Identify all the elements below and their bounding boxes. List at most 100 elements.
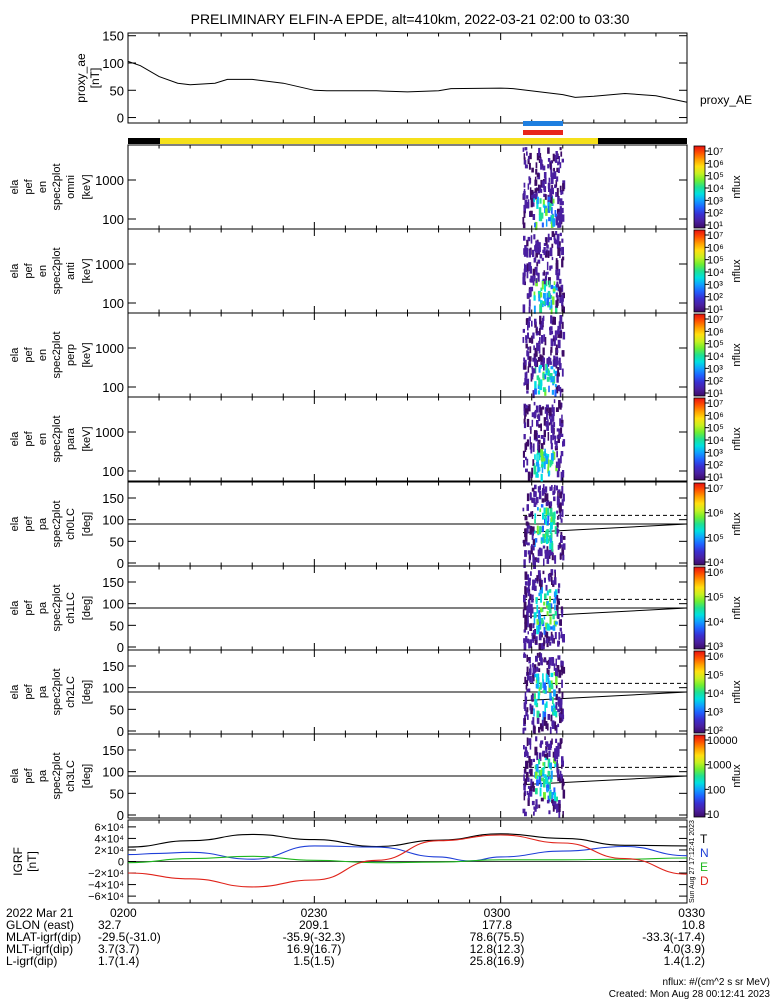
- spectrogram-pixel: [529, 493, 532, 501]
- spectrogram-pixel: [548, 657, 552, 666]
- spectrogram-pixel: [544, 373, 547, 380]
- spectrogram-pixel: [535, 244, 538, 253]
- colorbar-tick-label: 10¹: [707, 304, 723, 316]
- footer-cell: 209.1: [299, 918, 329, 932]
- spectrogram-pixel: [543, 761, 546, 769]
- spectrogram-pixel: [546, 641, 549, 648]
- spectrogram-pixel: [548, 185, 551, 192]
- spectrogram-pixel: [532, 545, 535, 551]
- spectrogram-pixel: [550, 686, 554, 690]
- spectrogram-pixel: [549, 528, 552, 534]
- spectrogram-pixel: [539, 407, 543, 416]
- colorbar-tick-label: 10000: [707, 735, 738, 747]
- spectrogram-pixel: [549, 641, 552, 646]
- spectrogram-pixel: [522, 272, 525, 279]
- axis-label-line: omni: [65, 175, 77, 199]
- spectrogram-pixel: [540, 797, 544, 802]
- spectrogram-pixel: [535, 683, 538, 689]
- spectrogram-pixel: [555, 407, 559, 412]
- spectrogram-pixel: [526, 524, 529, 534]
- colorbar-label: nflux: [731, 764, 743, 788]
- spectrogram-pixel: [542, 487, 544, 496]
- spectrogram-pixel: [545, 280, 548, 287]
- spectrogram-pixel: [547, 432, 550, 441]
- spectrogram-pixel: [558, 489, 561, 493]
- spectrogram-pixel: [533, 305, 536, 314]
- colorbar-tick-label: 10³: [707, 641, 723, 653]
- spectrogram-pixel: [535, 597, 538, 604]
- spectrogram-pixel: [538, 634, 542, 641]
- colorbar-tick-label: 10⁶: [707, 508, 724, 520]
- spectrogram-pixel: [532, 368, 536, 374]
- spectrogram-pixel: [530, 511, 533, 517]
- spectrogram-pixel: [525, 684, 528, 690]
- spectrogram-pixel: [536, 420, 539, 427]
- spectrogram-pixel: [523, 357, 526, 362]
- spectrogram-pixel: [553, 792, 557, 801]
- spectrogram-pixel: [524, 811, 527, 817]
- axis-label-line: en: [37, 181, 49, 193]
- spectrogram-pixel: [541, 587, 543, 594]
- plot-title: PRELIMINARY ELFIN-A EPDE, alt=410km, 202…: [191, 11, 630, 27]
- spectrogram-pixel: [552, 172, 555, 177]
- spectrogram-pixel: [562, 331, 566, 340]
- spectrogram-pixel: [555, 231, 558, 236]
- spectrogram-pixel: [556, 349, 559, 353]
- spectrogram-pixel: [532, 758, 535, 762]
- spectrogram-pixel: [556, 750, 559, 759]
- axis-label-line: pa: [37, 769, 49, 782]
- spectrogram-pixel: [526, 689, 529, 693]
- spectrogram-pixel: [526, 293, 530, 299]
- spectrogram-pixel: [522, 450, 525, 458]
- y-tick-label: 100: [102, 380, 124, 395]
- axis-label-line: ela: [9, 431, 21, 447]
- colorbar-tick-label: 10³: [707, 195, 723, 207]
- spectrogram-pixel: [532, 193, 536, 201]
- spectrogram-pixel: [528, 558, 531, 564]
- spectrogram-pixel: [544, 194, 547, 200]
- spectrogram-pixel: [534, 538, 538, 543]
- spectrogram-pixel: [543, 362, 545, 371]
- spectrogram-pixel: [545, 507, 548, 515]
- spectrogram-pixel: [553, 496, 556, 501]
- spectrogram-pixel: [534, 484, 537, 490]
- spectrogram-pixel: [555, 344, 558, 348]
- spectrogram-pixel: [553, 711, 557, 716]
- spectrogram-pixel: [537, 623, 540, 633]
- footer-col-header: 0230: [301, 906, 328, 920]
- spectrogram-pixel: [549, 357, 552, 365]
- axis-label-line: [keV]: [81, 258, 93, 283]
- spectrogram-pixel: [531, 320, 533, 327]
- spectrogram-pixel: [529, 623, 533, 631]
- spectrogram-pixel: [548, 608, 552, 614]
- axis-label-line: spec2plot: [51, 163, 63, 210]
- spectrogram-pixel: [559, 198, 563, 206]
- spectrogram-pixel: [526, 151, 528, 156]
- spectrogram-pixel: [534, 519, 536, 524]
- spectrogram-pixel: [536, 752, 539, 761]
- spectrogram-pixel: [552, 703, 555, 707]
- spectrogram-pixel: [554, 435, 557, 445]
- spectrogram-pixel: [546, 784, 550, 791]
- spectrogram-pixel: [540, 537, 544, 543]
- spectrogram-pixel: [529, 703, 532, 711]
- spectrogram-pixel: [562, 543, 566, 550]
- spectrogram-pixel: [523, 418, 526, 424]
- spectrogram-pixel: [523, 422, 527, 429]
- spectrogram-pixel: [555, 151, 558, 158]
- spectrogram-pixel: [539, 743, 541, 748]
- colorbar-tick-label: 1000: [707, 760, 731, 772]
- spectrogram-pixel: [523, 160, 527, 165]
- spectrogram-pixel: [556, 470, 560, 478]
- spectrogram-pixel: [535, 221, 538, 231]
- footer-col-header: 0330: [678, 906, 705, 920]
- spectrogram-pixel: [548, 280, 551, 288]
- spectrogram-pixel: [555, 658, 557, 666]
- spectrogram-pixel: [553, 167, 555, 172]
- spectrogram-pixel: [548, 177, 551, 183]
- spectrogram-pixel: [555, 621, 558, 625]
- spin-bar-red: [523, 130, 563, 135]
- spectrogram-pixel: [561, 258, 564, 268]
- spectrogram-pixel: [550, 265, 553, 269]
- footer-cell: 16.9(16.7): [287, 942, 342, 956]
